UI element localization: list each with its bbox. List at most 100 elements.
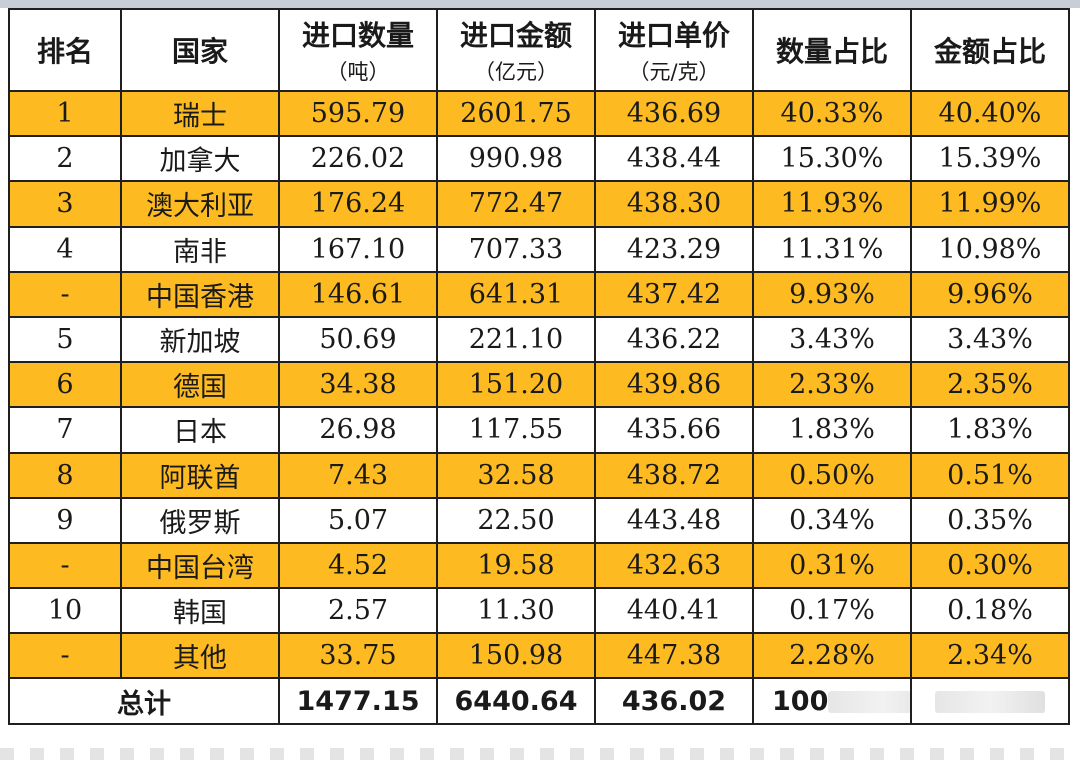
column-header: 进口数量 （吨）: [278, 8, 438, 92]
table-row: 1 瑞士 595.79 2601.75 436.69 40.33% 40.40%: [8, 89, 1070, 138]
column-header-label: 进口金额: [459, 19, 572, 52]
unit-price-cell: 437.42: [594, 270, 754, 318]
rank-cell: -: [8, 632, 122, 680]
amount-share-cell: 3.43%: [910, 315, 1070, 364]
column-header: 进口金额 （亿元）: [436, 8, 596, 92]
import-amount-cell: 19.58: [436, 541, 596, 590]
column-header-unit: （亿元）: [474, 60, 558, 84]
country-cell: 韩国: [120, 587, 280, 635]
unit-price-cell: 432.63: [594, 541, 754, 590]
table-row: - 中国台湾 4.52 19.58 432.63 0.31% 0.30%: [8, 541, 1070, 590]
qty-share-cell: 0.50%: [752, 451, 912, 499]
qty-share-cell: 9.93%: [752, 270, 912, 318]
table-row: 6 德国 34.38 151.20 439.86 2.33% 2.35%: [8, 361, 1070, 409]
country-cell: 中国香港: [120, 270, 280, 318]
table-row: 7 日本 26.98 117.55 435.66 1.83% 1.83%: [8, 406, 1070, 454]
rank-cell: 3: [8, 180, 122, 228]
column-header: 排名: [8, 8, 122, 92]
import-amount-cell: 117.55: [436, 406, 596, 454]
rank-cell: -: [8, 270, 122, 318]
unit-price-cell: 423.29: [594, 225, 754, 273]
amount-share-cell: 2.34%: [910, 632, 1070, 680]
import-qty-cell: 26.98: [278, 406, 438, 454]
total-price: 436.02: [594, 677, 754, 726]
unit-price-cell: 438.44: [594, 135, 754, 183]
import-amount-cell: 707.33: [436, 225, 596, 273]
rank-cell: 4: [8, 225, 122, 273]
import-qty-cell: 167.10: [278, 225, 438, 273]
unit-price-cell: 439.86: [594, 361, 754, 409]
amount-share-cell: 15.39%: [910, 135, 1070, 183]
import-qty-cell: 2.57: [278, 587, 438, 635]
amount-share-cell: 40.40%: [910, 89, 1070, 138]
amount-share-cell: 10.98%: [910, 225, 1070, 273]
rank-cell: 5: [8, 315, 122, 364]
import-amount-cell: 11.30: [436, 587, 596, 635]
amount-share-cell: 0.18%: [910, 587, 1070, 635]
total-label: 总计: [8, 677, 280, 726]
amount-share-cell: 11.99%: [910, 180, 1070, 228]
import-amount-cell: 2601.75: [436, 89, 596, 138]
rank-cell: 7: [8, 406, 122, 454]
gold-import-table: 排名 国家 进口数量 （吨） 进口金额 （亿元） 进口单价 （元/克） 数量占比 金额占比 1 瑞士…: [8, 8, 1070, 726]
country-cell: 南非: [120, 225, 280, 273]
column-header-label: 金额占比: [933, 35, 1046, 68]
unit-price-cell: 443.48: [594, 496, 754, 544]
qty-share-cell: 1.83%: [752, 406, 912, 454]
rank-cell: 9: [8, 496, 122, 544]
cropped-caption-strip: [0, 748, 1080, 760]
qty-share-cell: 2.33%: [752, 361, 912, 409]
unit-price-cell: 438.72: [594, 451, 754, 499]
column-header: 进口单价 （元/克）: [594, 8, 754, 92]
unit-price-cell: 436.69: [594, 89, 754, 138]
table-row: 2 加拿大 226.02 990.98 438.44 15.30% 15.39%: [8, 135, 1070, 183]
qty-share-cell: 2.28%: [752, 632, 912, 680]
country-cell: 日本: [120, 406, 280, 454]
column-header-unit: （元/克）: [628, 60, 720, 84]
unit-price-cell: 447.38: [594, 632, 754, 680]
table-body: 1 瑞士 595.79 2601.75 436.69 40.33% 40.40% 2 加拿大 22…: [8, 89, 1070, 680]
qty-share-cell: 40.33%: [752, 89, 912, 138]
amount-share-cell: 9.96%: [910, 270, 1070, 318]
rank-cell: 8: [8, 451, 122, 499]
table-row: 9 俄罗斯 5.07 22.50 443.48 0.34% 0.35%: [8, 496, 1070, 544]
amount-share-cell: 0.35%: [910, 496, 1070, 544]
column-header: 数量占比: [752, 8, 912, 92]
import-qty-cell: 176.24: [278, 180, 438, 228]
rank-cell: 1: [8, 89, 122, 138]
import-amount-cell: 151.20: [436, 361, 596, 409]
import-qty-cell: 146.61: [278, 270, 438, 318]
country-cell: 中国台湾: [120, 541, 280, 590]
unit-price-cell: 435.66: [594, 406, 754, 454]
amount-share-cell: 2.35%: [910, 361, 1070, 409]
table-row: 8 阿联酋 7.43 32.58 438.72 0.50% 0.51%: [8, 451, 1070, 499]
header-row: 排名 国家 进口数量 （吨） 进口金额 （亿元） 进口单价 （元/克） 数量占比 金额占比: [8, 8, 1070, 92]
column-header-label: 进口单价: [617, 19, 730, 52]
country-cell: 其他: [120, 632, 280, 680]
qty-share-cell: 0.34%: [752, 496, 912, 544]
column-header-label: 排名: [36, 35, 93, 68]
import-qty-cell: 34.38: [278, 361, 438, 409]
column-header-label: 数量占比: [775, 35, 888, 68]
rank-cell: -: [8, 541, 122, 590]
table-row: - 中国香港 146.61 641.31 437.42 9.93% 9.96%: [8, 270, 1070, 318]
total-qty: 1477.15: [278, 677, 438, 726]
country-cell: 新加坡: [120, 315, 280, 364]
import-qty-cell: 595.79: [278, 89, 438, 138]
country-cell: 加拿大: [120, 135, 280, 183]
import-amount-cell: 150.98: [436, 632, 596, 680]
import-amount-cell: 990.98: [436, 135, 596, 183]
import-qty-cell: 33.75: [278, 632, 438, 680]
import-qty-cell: 50.69: [278, 315, 438, 364]
total-row: 总计 1477.15 6440.64 436.02 100: [8, 677, 1070, 726]
total-qty-share-value: 100: [772, 685, 829, 717]
unit-price-cell: 436.22: [594, 315, 754, 364]
qty-share-cell: 0.17%: [752, 587, 912, 635]
qty-share-cell: 11.31%: [752, 225, 912, 273]
table-row: 10 韩国 2.57 11.30 440.41 0.17% 0.18%: [8, 587, 1070, 635]
country-cell: 德国: [120, 361, 280, 409]
column-header: 国家: [120, 8, 280, 92]
rank-cell: 10: [8, 587, 122, 635]
table-row: - 其他 33.75 150.98 447.38 2.28% 2.34%: [8, 632, 1070, 680]
import-amount-cell: 641.31: [436, 270, 596, 318]
